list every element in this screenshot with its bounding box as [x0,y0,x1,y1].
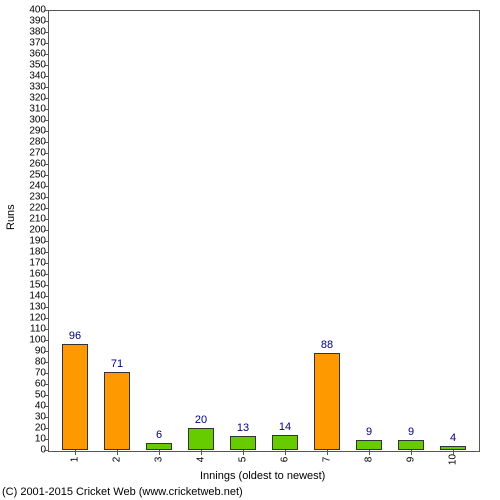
y-tick-mark [44,153,49,154]
y-tick-mark [44,428,49,429]
bar [440,446,466,450]
y-tick-mark [44,43,49,44]
bar-value-label: 4 [450,432,456,444]
y-tick-mark [44,164,49,165]
bar-value-label: 20 [195,414,207,426]
y-tick-mark [44,274,49,275]
y-tick-mark [44,76,49,77]
bar-value-label: 13 [237,422,249,434]
bar [104,372,130,450]
y-tick-mark [44,296,49,297]
x-tick-mark [453,450,454,455]
bar-value-label: 14 [279,421,291,433]
x-tick-mark [369,450,370,455]
y-tick-mark [44,87,49,88]
bar [272,435,298,450]
y-tick-mark [44,362,49,363]
x-tick-mark [201,450,202,455]
chart-container: Runs Innings (oldest to newest) (C) 2001… [0,0,500,500]
x-tick-mark [243,450,244,455]
y-tick-mark [44,417,49,418]
y-tick-mark [44,219,49,220]
y-tick-mark [44,230,49,231]
bar-value-label: 96 [69,330,81,342]
x-tick-mark [411,450,412,455]
x-tick-mark [75,450,76,455]
bar [398,440,424,450]
y-tick-mark [44,98,49,99]
y-tick-mark [44,65,49,66]
y-tick-mark [44,241,49,242]
y-tick-mark [44,21,49,22]
y-tick-mark [44,373,49,374]
x-tick-mark [159,450,160,455]
bar [146,443,172,450]
y-tick-mark [44,197,49,198]
y-tick-mark [44,175,49,176]
y-tick-mark [44,186,49,187]
y-tick-mark [44,450,49,451]
y-tick-mark [44,351,49,352]
x-axis-label: Innings (oldest to newest) [200,470,325,482]
y-tick-mark [44,285,49,286]
bar [356,440,382,450]
bar-value-label: 9 [366,426,372,438]
bar-value-label: 88 [321,339,333,351]
y-tick-mark [44,120,49,121]
y-tick-mark [44,318,49,319]
y-tick-mark [44,109,49,110]
x-tick-mark [117,450,118,455]
y-tick-mark [44,406,49,407]
bar [314,353,340,450]
y-tick-mark [44,131,49,132]
y-tick-mark [44,384,49,385]
y-tick-mark [44,142,49,143]
copyright-text: (C) 2001-2015 Cricket Web (www.cricketwe… [2,486,243,498]
bar-value-label: 6 [156,429,162,441]
x-tick-mark [285,450,286,455]
y-axis-label: Runs [5,204,17,230]
y-tick-mark [44,10,49,11]
y-tick-mark [44,252,49,253]
y-tick-mark [44,340,49,341]
y-tick-mark [44,54,49,55]
y-tick-mark [44,263,49,264]
y-tick-mark [44,439,49,440]
y-tick-mark [44,208,49,209]
bar [230,436,256,450]
bar [188,428,214,450]
x-tick-mark [327,450,328,455]
y-tick-mark [44,329,49,330]
bar-value-label: 71 [111,358,123,370]
y-tick-mark [44,307,49,308]
y-tick-mark [44,32,49,33]
bar-value-label: 9 [408,426,414,438]
bar [62,344,88,450]
y-tick-mark [44,395,49,396]
